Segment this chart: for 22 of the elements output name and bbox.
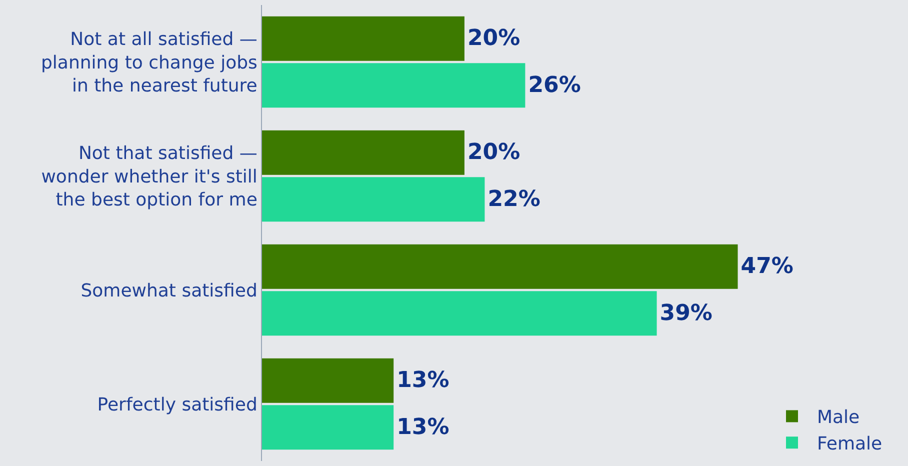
y-tick-label: Not that satisfied — wonder whether it's still the best option for me bbox=[41, 142, 258, 211]
legend-label: Female bbox=[817, 434, 882, 455]
y-tick-label: Not at all satisfied — planning to change jobs in the nearest future bbox=[40, 28, 258, 97]
data-label: 13% bbox=[396, 414, 450, 440]
bar bbox=[262, 177, 485, 222]
data-label: 20% bbox=[467, 26, 520, 52]
y-tick-label: Perfectly satisfied bbox=[97, 394, 258, 416]
bar bbox=[262, 405, 394, 450]
bar bbox=[262, 130, 464, 175]
data-label: 39% bbox=[660, 300, 712, 326]
data-label: 26% bbox=[528, 72, 581, 98]
data-label: 20% bbox=[467, 140, 520, 166]
bar bbox=[262, 63, 526, 108]
data-label: 22% bbox=[488, 186, 540, 212]
y-tick-label: Somewhat satisfied bbox=[80, 280, 258, 302]
bar bbox=[262, 16, 464, 61]
data-label: 47% bbox=[740, 254, 794, 280]
legend-label: Male bbox=[817, 407, 860, 428]
data-label: 13% bbox=[396, 368, 450, 394]
bar bbox=[262, 244, 738, 289]
bar bbox=[262, 358, 394, 403]
bar bbox=[262, 291, 657, 336]
